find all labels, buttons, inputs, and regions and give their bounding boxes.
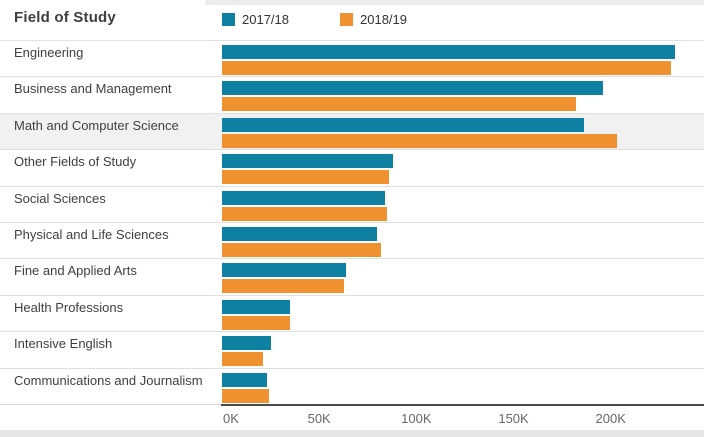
bar-area bbox=[222, 114, 704, 150]
bar-area bbox=[222, 41, 704, 77]
legend-swatch-icon bbox=[222, 13, 235, 26]
bar-2018-19[interactable] bbox=[222, 389, 269, 403]
bar-2018-19[interactable] bbox=[222, 316, 291, 330]
category-label: Math and Computer Science bbox=[14, 118, 179, 133]
category-label: Physical and Life Sciences bbox=[14, 227, 169, 242]
category-label: Business and Management bbox=[14, 81, 172, 96]
legend-item-2018-19[interactable]: 2018/19 bbox=[340, 12, 407, 27]
category-row: Business and Management bbox=[0, 76, 704, 113]
category-row: Engineering bbox=[0, 40, 704, 76]
bar-2017-18[interactable] bbox=[222, 191, 386, 205]
bar-2018-19[interactable] bbox=[222, 134, 617, 148]
bar-2018-19[interactable] bbox=[222, 207, 388, 221]
bar-area bbox=[222, 77, 704, 113]
bar-2017-18[interactable] bbox=[222, 373, 267, 387]
x-axis-tick-label: 200K bbox=[595, 411, 626, 426]
bar-2017-18[interactable] bbox=[222, 263, 347, 277]
bar-area bbox=[222, 187, 704, 223]
category-label: Intensive English bbox=[14, 336, 113, 351]
bar-area bbox=[222, 223, 704, 259]
category-row: Other Fields of Study bbox=[0, 149, 704, 186]
category-row: Communications and Journalism bbox=[0, 368, 704, 404]
x-axis-tick-label: 50K bbox=[307, 411, 331, 426]
plot-area: Engineering Business and Management Math a… bbox=[0, 40, 704, 404]
category-row: Social Sciences bbox=[0, 186, 704, 222]
top-gray-strip bbox=[205, 0, 704, 5]
x-axis-tick-label: 150K bbox=[498, 411, 529, 426]
bar-area bbox=[222, 369, 704, 405]
category-row: Health Professions bbox=[0, 295, 704, 331]
legend-label: 2018/19 bbox=[360, 12, 407, 27]
x-axis: 0K 50K 100K 150K 200K bbox=[0, 404, 704, 430]
bar-2018-19[interactable] bbox=[222, 170, 390, 184]
bar-2018-19[interactable] bbox=[222, 61, 671, 75]
category-label: Health Professions bbox=[14, 300, 124, 315]
category-label: Social Sciences bbox=[14, 191, 106, 206]
legend-label: 2017/18 bbox=[242, 12, 289, 27]
axis-baseline bbox=[221, 404, 704, 406]
bar-2017-18[interactable] bbox=[222, 81, 603, 95]
category-row: Fine and Applied Arts bbox=[0, 258, 704, 295]
category-label: Engineering bbox=[14, 45, 84, 60]
bar-area bbox=[222, 259, 704, 295]
category-row: Physical and Life Sciences bbox=[0, 222, 704, 258]
x-axis-tick-labels: 0K 50K 100K 150K 200K bbox=[222, 404, 704, 430]
bar-2017-18[interactable] bbox=[222, 45, 675, 59]
chart-title: Field of Study bbox=[14, 9, 116, 26]
bar-2018-19[interactable] bbox=[222, 279, 345, 293]
bar-area bbox=[222, 150, 704, 186]
bar-2017-18[interactable] bbox=[222, 227, 378, 241]
bar-2017-18[interactable] bbox=[222, 118, 584, 132]
category-row: Intensive English bbox=[0, 331, 704, 368]
bar-2018-19[interactable] bbox=[222, 352, 263, 366]
bar-2017-18[interactable] bbox=[222, 300, 291, 314]
bar-area bbox=[222, 296, 704, 332]
legend: 2017/18 2018/19 bbox=[0, 0, 704, 39]
category-label: Communications and Journalism bbox=[14, 373, 203, 388]
category-row: Math and Computer Science bbox=[0, 113, 704, 149]
bar-2017-18[interactable] bbox=[222, 154, 394, 168]
bar-area bbox=[222, 332, 704, 368]
category-label: Other Fields of Study bbox=[14, 154, 137, 169]
legend-item-2017-18[interactable]: 2017/18 bbox=[222, 12, 289, 27]
x-axis-tick-label: 100K bbox=[401, 411, 432, 426]
bar-2018-19[interactable] bbox=[222, 97, 576, 111]
bottom-gray-strip bbox=[0, 430, 704, 437]
chart-header: Field of Study 2017/18 2018/19 bbox=[0, 0, 704, 39]
category-label: Fine and Applied Arts bbox=[14, 263, 137, 278]
x-axis-tick-label: 0K bbox=[223, 411, 239, 426]
bar-2018-19[interactable] bbox=[222, 243, 382, 257]
legend-swatch-icon bbox=[340, 13, 353, 26]
bar-2017-18[interactable] bbox=[222, 336, 271, 350]
